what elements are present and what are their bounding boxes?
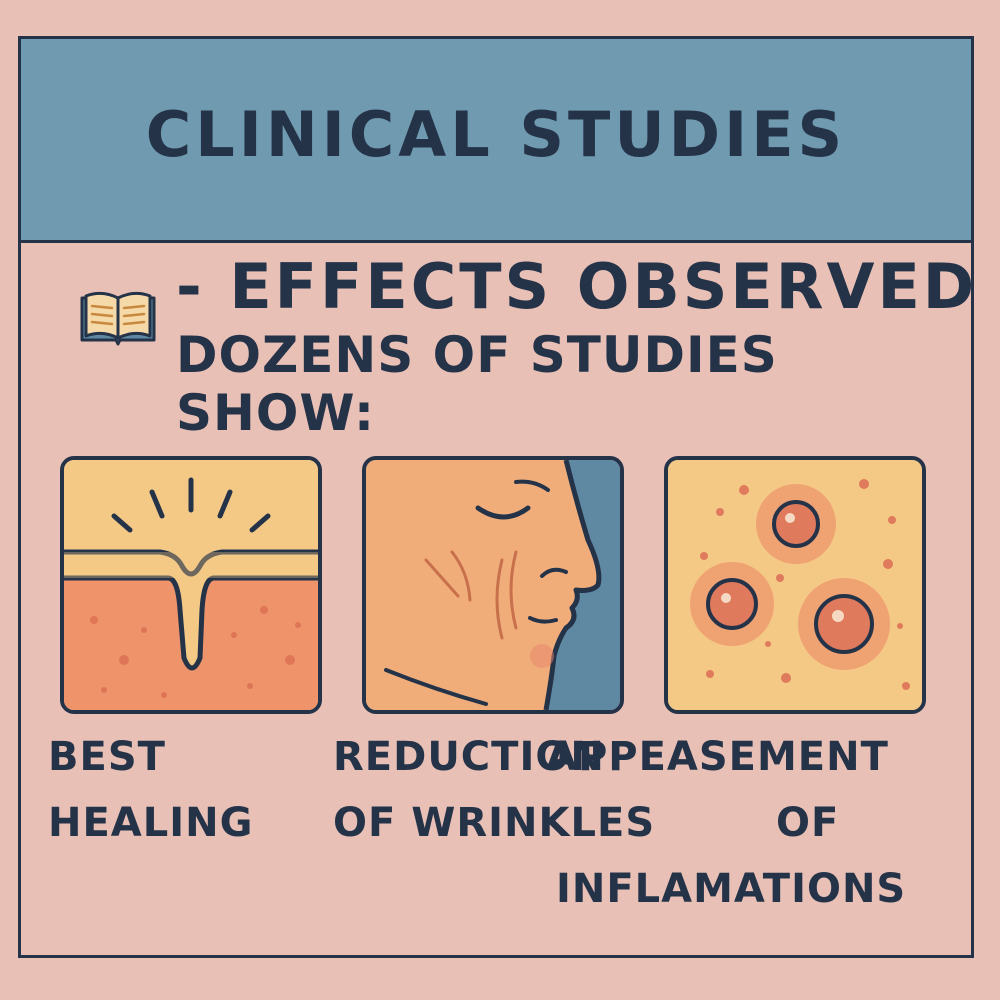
title-banner: CLINICAL STUDIES <box>21 39 971 243</box>
open-book-icon <box>80 291 156 346</box>
caption-of-wrinkles: OF WRINKLES <box>333 800 656 846</box>
effects-heading: - EFFECTS OBSERVED <box>176 250 978 323</box>
caption-appeasement: APPEASEMENT <box>546 734 889 780</box>
caption-reduction: REDUCTION <box>333 734 605 780</box>
face-wrinkles-illustration <box>362 456 624 714</box>
skin-healing-illustration <box>60 456 322 714</box>
inflammation-spots-illustration <box>664 456 926 714</box>
caption-healing: HEALING <box>48 800 254 846</box>
page-title: CLINICAL STUDIES <box>145 98 847 171</box>
caption-inflamations: INFLAMATIONS <box>556 866 907 912</box>
caption-of: OF <box>776 800 840 846</box>
caption-best: BEST <box>48 734 166 780</box>
studies-subheading: DOZENS OF STUDIES SHOW: <box>176 326 778 442</box>
